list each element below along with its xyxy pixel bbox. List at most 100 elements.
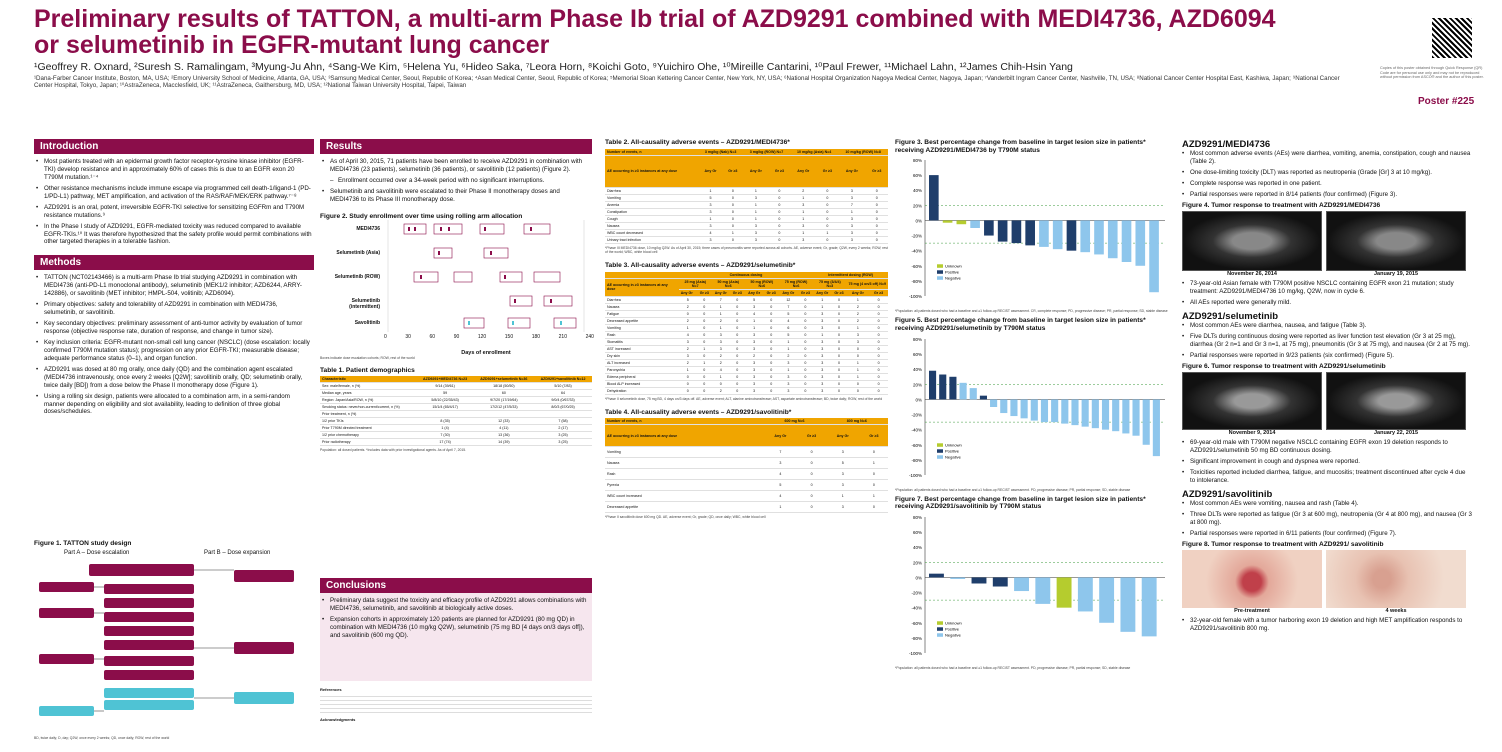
conclusions-heading: Conclusions: [320, 578, 592, 593]
table-cell: Stomatitis: [605, 338, 679, 346]
table-cell: 3: [778, 373, 798, 381]
table-cell: 0: [797, 501, 826, 514]
table-cell: 3: [825, 446, 860, 459]
table-3: Continuous dosing Intermittent dosing (R…: [605, 271, 888, 395]
table-cell: 0: [797, 468, 826, 481]
fig2-row-label: Selumetinib (Asia): [336, 250, 380, 257]
column-3: Table 2. All-causality adverse events – …: [605, 139, 888, 520]
table-cell: 0: [768, 215, 791, 223]
table-cell: 0: [865, 229, 888, 237]
table-cell: 3: [744, 373, 764, 381]
table-cell: 1: [711, 324, 730, 332]
table-cell: 0: [797, 387, 814, 395]
t4-subhead: Gr ≥3: [859, 424, 888, 448]
waterfall-bar: [929, 370, 937, 400]
arm2-bullet: Five DLTs during continuous dosing were …: [1182, 333, 1472, 349]
t2-head: 3 mg/kg (Nab) N=3: [698, 148, 743, 156]
table-cell: Vomiting: [605, 324, 679, 332]
axis-tick-label: 60%: [913, 530, 922, 535]
table-cell: 0: [768, 201, 791, 209]
t1-head: Characteristic: [320, 376, 417, 384]
table-cell: 0: [763, 303, 779, 311]
table-cell: 1: [838, 208, 866, 216]
table-cell: Fatigue: [605, 310, 679, 318]
waterfall-bar: [1101, 399, 1110, 430]
table-cell: 0: [729, 366, 745, 374]
t3-subhead: Gr ≥3: [831, 289, 847, 297]
table-cell: 1: [698, 215, 723, 223]
table-cell: 0: [869, 331, 888, 339]
results-bullet: Selumetinib and savolitinib were escalat…: [322, 188, 590, 204]
table-cell: 17/2/12 (47/5/33): [473, 403, 535, 412]
table-cell: 3: [742, 222, 769, 230]
ct-scan-after: January 22, 2015: [1326, 372, 1466, 436]
table-cell: 0: [869, 366, 888, 374]
ct-scan-before: November 9, 2014: [1182, 372, 1322, 436]
table-cell: 2: [711, 352, 730, 360]
table-cell: 0: [869, 317, 888, 325]
table-row: Rash 4 0 3 0: [605, 468, 888, 481]
table-cell: 0: [865, 236, 888, 244]
t3-empty: [605, 271, 679, 279]
table-row: Vomiting 5 0 3 0 1 0 3 0: [605, 194, 888, 202]
table-cell: 0: [678, 380, 697, 388]
waterfall-bar: [1071, 399, 1079, 425]
qr-code[interactable]: [1432, 18, 1472, 58]
legend-label: Unknown: [945, 442, 962, 447]
table-cell: Rash: [605, 468, 764, 481]
table-cell: 3: [813, 373, 832, 381]
table-cell: 0: [869, 338, 888, 346]
t2-rowlabel: AE occurring in ≥3 instances at any dose: [605, 155, 699, 188]
table-cell: 3: [678, 338, 697, 346]
table-cell: 0: [831, 352, 847, 360]
table-cell: 9/14 (39/61): [416, 382, 474, 391]
part-a-label: Part A – Dose escalation: [64, 550, 130, 556]
table-cell: 0: [831, 380, 847, 388]
table-cell: 8 (35): [416, 417, 474, 426]
t2-head: 10 mg/kg (ROW) N=8: [838, 148, 888, 156]
table-cell: 3: [711, 345, 730, 353]
table-row: Dehydration 0 0 2 0 3 0 3 0 3 0 0 0: [605, 387, 888, 395]
table-cell: 15/1/4 (65/4/17): [416, 403, 474, 412]
table-cell: 4: [763, 468, 798, 481]
waterfall-bar: [929, 573, 944, 578]
table-cell: 2: [778, 352, 798, 360]
table-cell: Constipation: [605, 208, 699, 216]
figure-1-footer: BD, twice daily; D, day; Q2W, once every…: [34, 736, 170, 740]
table-cell: Edema peripheral: [605, 373, 679, 381]
axis-tick-label: -20%: [911, 234, 922, 239]
table-cell: 3: [790, 222, 817, 230]
table-cell: 1: [696, 359, 712, 367]
table-cell: 0: [816, 201, 839, 209]
table-cell: 0: [831, 331, 847, 339]
table-cell: Dehydration: [605, 387, 679, 395]
methods-bullet: Key inclusion criteria: EGFR-mutant non-…: [36, 339, 312, 363]
table-row: Anemia 3 0 1 0 3 0 7 0: [605, 201, 888, 209]
table-cell: Diarrhea: [605, 296, 679, 304]
table-cell: [534, 410, 592, 419]
results-body: As of April 30, 2015, 71 patients have b…: [320, 154, 592, 211]
table-cell: 0: [797, 479, 826, 492]
table-cell: 7: [763, 446, 798, 459]
table-cell: 0: [711, 380, 730, 388]
table-4-note: *Phase II savolitinib dose 600 mg QD. AE…: [605, 515, 766, 520]
table-cell: Rash: [605, 331, 679, 339]
table-cell: 7 (30): [416, 431, 474, 440]
table-cell: 2: [678, 345, 697, 353]
table-1-title: Table 1. Patient demographics: [320, 366, 415, 374]
table-cell: Blood ALP increased: [605, 380, 679, 388]
waterfall-bar: [950, 577, 966, 579]
table-cell: 1: [778, 338, 798, 346]
table-cell: 3: [838, 229, 866, 237]
table-row: Smoking status: never/non-current/curren…: [320, 403, 592, 412]
table-cell: 2: [744, 352, 764, 360]
t3-group-int: Intermittent dosing (ROW): [813, 271, 888, 279]
arm3-bullet: Three DLTs were reported as fatigue (Gr …: [1182, 511, 1472, 527]
fig2-note: Boxes indicate dose escalation cohorts; …: [320, 356, 415, 361]
figure-4-images: November 26, 2014 January 19, 2015: [1182, 211, 1472, 277]
table-cell: 0: [729, 359, 745, 367]
table-cell: 2: [846, 303, 870, 311]
table-cell: 3: [790, 236, 817, 244]
table-row: Nausea 2 0 1 0 3 0 7 0 1 0 2 0: [605, 303, 888, 311]
table-cell: 0: [797, 317, 814, 325]
